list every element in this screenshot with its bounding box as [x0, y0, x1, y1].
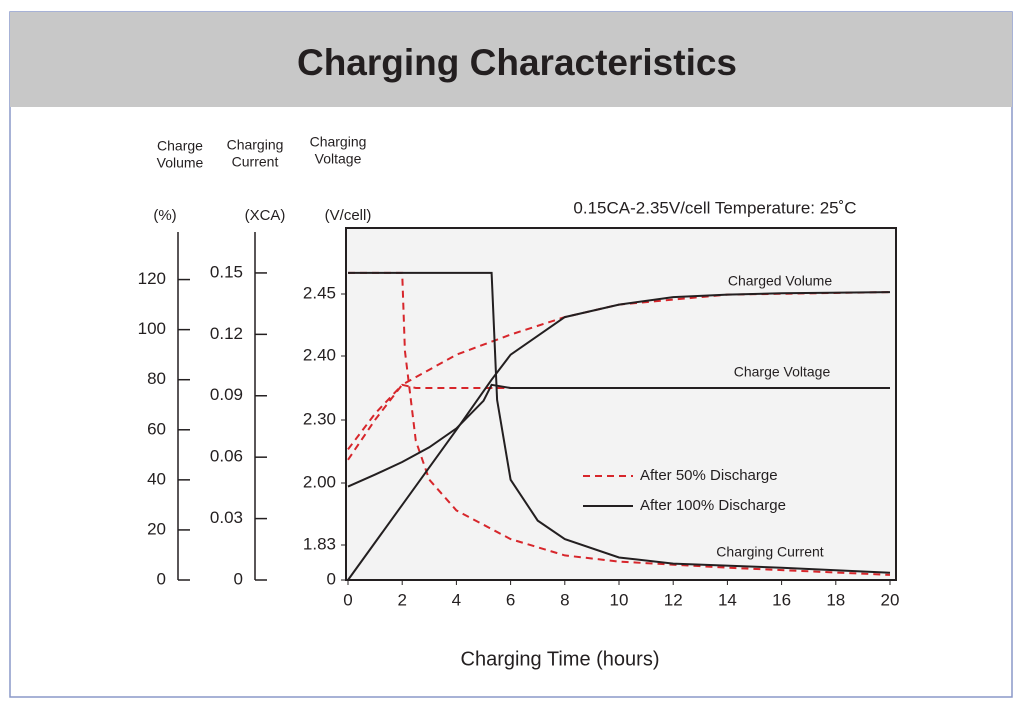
y-tick-label: 0 — [234, 569, 243, 588]
y-tick-label: 0 — [327, 569, 336, 588]
y-tick-label: 120 — [138, 269, 166, 288]
plot-area — [345, 227, 897, 581]
x-tick-label: 6 — [506, 590, 515, 609]
x-tick-label: 0 — [343, 590, 352, 609]
header — [10, 12, 1012, 107]
x-tick-label: 14 — [718, 590, 737, 609]
series-line — [348, 271, 891, 576]
y-tick-label: 100 — [138, 319, 166, 338]
y-tick-label: 20 — [147, 519, 166, 538]
series-line — [347, 291, 891, 581]
annotation: Charge Voltage — [734, 364, 831, 380]
annotation: Charging Current — [716, 544, 823, 560]
x-tick-label: 2 — [397, 590, 406, 609]
axis-unit: (V/cell) — [325, 207, 372, 224]
x-tick-label: 12 — [664, 590, 683, 609]
y-tick-label: 0 — [157, 569, 166, 588]
legend-label: After 100% Discharge — [640, 497, 786, 514]
x-tick-label: 18 — [826, 590, 845, 609]
y-tick-label: 0.03 — [210, 508, 243, 527]
x-axis-label: Charging Time (hours) — [461, 648, 660, 670]
y-tick-label: 80 — [147, 369, 166, 388]
axis-title: Charging — [310, 134, 367, 150]
x-tick-label: 4 — [452, 590, 461, 609]
y-tick-label: 0.12 — [210, 324, 243, 343]
series-line — [348, 271, 891, 574]
y-tick-label: 2.00 — [303, 472, 336, 491]
subtitle: 0.15CA-2.35V/cell Temperature: 25˚C — [573, 198, 856, 217]
legend-label: After 50% Discharge — [640, 467, 778, 484]
x-tick-label: 10 — [610, 590, 629, 609]
axis-title: Volume — [157, 155, 204, 171]
x-tick-label: 8 — [560, 590, 569, 609]
y-tick-label: 2.40 — [303, 345, 336, 364]
axis-unit: (XCA) — [245, 207, 286, 224]
x-tick-label: 16 — [772, 590, 791, 609]
y-tick-label: 2.30 — [303, 409, 336, 428]
chart-title: Charging Characteristics — [297, 42, 737, 83]
y-tick-label: 40 — [147, 469, 166, 488]
y-tick-label: 2.45 — [303, 283, 336, 302]
axis-title: Current — [232, 154, 279, 170]
series-line — [347, 291, 891, 461]
series-line — [347, 383, 890, 488]
annotation: Charged Volume — [728, 273, 833, 289]
y-tick-label: 0.15 — [210, 262, 243, 281]
y-tick-label: 0.06 — [210, 447, 243, 466]
y-tick-label: 60 — [147, 419, 166, 438]
y-tick-label: 1.83 — [303, 534, 336, 553]
axis-title: Charge — [157, 138, 203, 154]
axis-title: Voltage — [315, 151, 362, 167]
x-tick-label: 20 — [881, 590, 900, 609]
y-tick-label: 0.09 — [210, 385, 243, 404]
axis-unit: (%) — [153, 207, 176, 224]
axis-title: Charging — [227, 137, 284, 153]
